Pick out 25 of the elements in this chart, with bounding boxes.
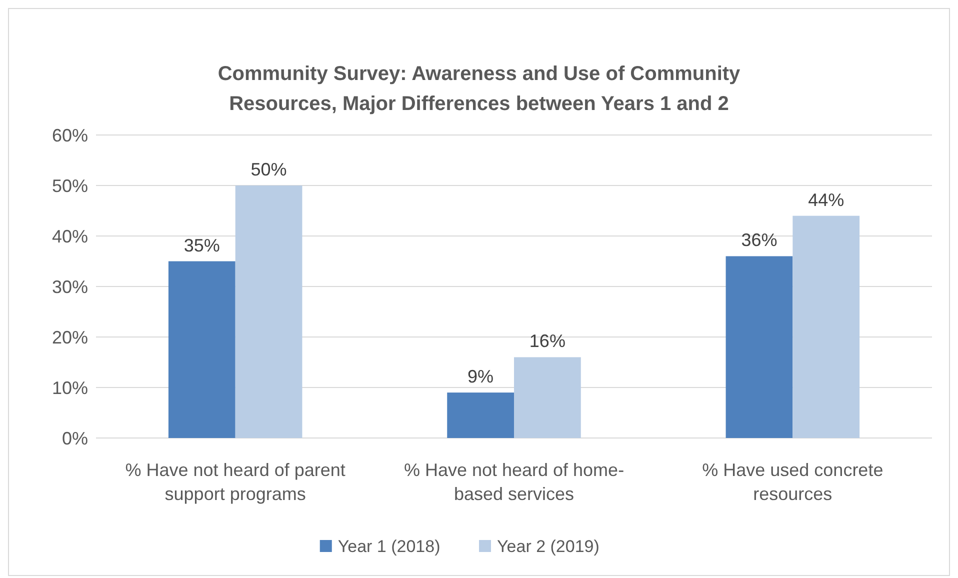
y-tick-label: 50% [52, 176, 88, 196]
data-label: 35% [184, 235, 220, 256]
bar [514, 357, 581, 438]
y-tick-label: 40% [52, 226, 88, 246]
y-tick-label: 60% [52, 125, 88, 146]
bar [235, 186, 302, 438]
x-tick-label: % Have used concrete resources [702, 460, 884, 504]
y-tick-label: 0% [62, 428, 88, 448]
bar [726, 256, 793, 438]
data-label: 36% [741, 230, 778, 250]
legend-label: Year 2 (2019) [497, 536, 600, 556]
data-label: 44% [808, 190, 844, 210]
bar [792, 216, 860, 438]
chart-title: Community Survey: Awareness and Use of Community Resources, Major Differences between Years 1 and 2 [218, 63, 742, 115]
x-tick-label: % Have not heard of home-based services [404, 460, 624, 504]
y-tick-label: 20% [52, 327, 88, 348]
bar [168, 261, 236, 438]
data-label: 16% [529, 331, 566, 352]
bar [447, 392, 514, 438]
data-label: 50% [250, 160, 287, 180]
y-tick-label: 30% [52, 276, 88, 297]
x-tick-label: % Have not heard of parent support programs [125, 460, 346, 504]
data-label: 9% [468, 366, 494, 387]
legend-label: Year 1 (2018) [338, 536, 440, 556]
y-tick-label: 10% [52, 378, 88, 398]
